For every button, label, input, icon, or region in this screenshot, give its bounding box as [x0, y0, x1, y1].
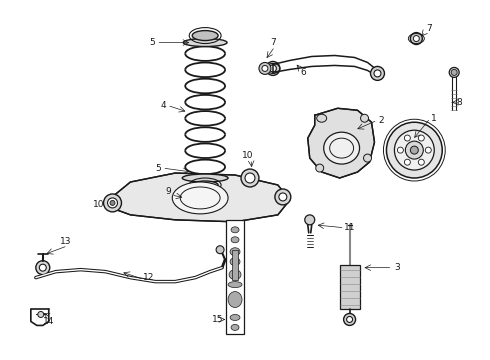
Circle shape	[262, 66, 268, 71]
Polygon shape	[308, 108, 374, 178]
Ellipse shape	[192, 181, 218, 189]
Text: 7: 7	[270, 38, 276, 47]
Circle shape	[370, 67, 385, 80]
Ellipse shape	[231, 237, 239, 243]
Circle shape	[394, 130, 434, 170]
Ellipse shape	[230, 258, 240, 266]
Text: 7: 7	[426, 24, 432, 33]
Circle shape	[275, 189, 291, 205]
Ellipse shape	[364, 154, 371, 162]
Ellipse shape	[230, 315, 240, 320]
Ellipse shape	[361, 114, 368, 122]
Text: 5: 5	[149, 38, 155, 47]
Text: 2: 2	[379, 116, 384, 125]
Text: 14: 14	[43, 317, 54, 326]
Circle shape	[410, 146, 418, 154]
Circle shape	[451, 69, 457, 75]
Circle shape	[39, 264, 46, 271]
Circle shape	[38, 311, 44, 318]
Circle shape	[410, 32, 422, 45]
Ellipse shape	[192, 31, 218, 41]
Circle shape	[343, 314, 356, 325]
Ellipse shape	[317, 114, 327, 122]
Polygon shape	[108, 173, 290, 222]
Circle shape	[270, 65, 276, 72]
Circle shape	[387, 122, 442, 178]
Circle shape	[279, 193, 287, 201]
Circle shape	[449, 67, 459, 77]
Circle shape	[404, 159, 410, 165]
Ellipse shape	[231, 324, 239, 330]
Bar	[340, 265, 360, 310]
Text: 11: 11	[344, 223, 355, 232]
Ellipse shape	[182, 174, 228, 182]
Circle shape	[110, 201, 115, 206]
Text: 9: 9	[166, 188, 171, 197]
Text: 8: 8	[456, 98, 462, 107]
Circle shape	[36, 261, 50, 275]
Ellipse shape	[172, 182, 228, 214]
Circle shape	[241, 169, 259, 187]
Bar	[232, 250, 238, 280]
Text: 4: 4	[161, 101, 166, 110]
Circle shape	[259, 62, 271, 75]
Circle shape	[266, 62, 280, 75]
Circle shape	[374, 70, 381, 77]
Ellipse shape	[324, 132, 360, 164]
Text: 6: 6	[300, 68, 306, 77]
Text: 12: 12	[143, 273, 154, 282]
Text: 15: 15	[212, 315, 224, 324]
Ellipse shape	[228, 292, 242, 307]
Ellipse shape	[316, 164, 324, 172]
Circle shape	[405, 141, 423, 159]
Circle shape	[216, 246, 224, 254]
Circle shape	[245, 173, 255, 183]
Circle shape	[414, 36, 419, 41]
Text: 13: 13	[60, 237, 72, 246]
Ellipse shape	[229, 270, 241, 280]
Circle shape	[418, 159, 424, 165]
Circle shape	[103, 194, 122, 212]
Ellipse shape	[230, 248, 240, 256]
Circle shape	[425, 147, 431, 153]
Circle shape	[418, 135, 424, 141]
Circle shape	[397, 147, 403, 153]
Ellipse shape	[231, 227, 239, 233]
Circle shape	[346, 316, 353, 323]
Text: 3: 3	[394, 263, 400, 272]
Text: 10: 10	[242, 150, 254, 159]
Circle shape	[404, 135, 410, 141]
Bar	[226, 220, 244, 334]
Text: 10: 10	[93, 201, 104, 210]
Circle shape	[305, 215, 315, 225]
Text: 5: 5	[155, 163, 161, 172]
Ellipse shape	[183, 39, 227, 46]
Circle shape	[107, 198, 118, 208]
Text: 1: 1	[431, 114, 437, 123]
Ellipse shape	[228, 282, 242, 288]
